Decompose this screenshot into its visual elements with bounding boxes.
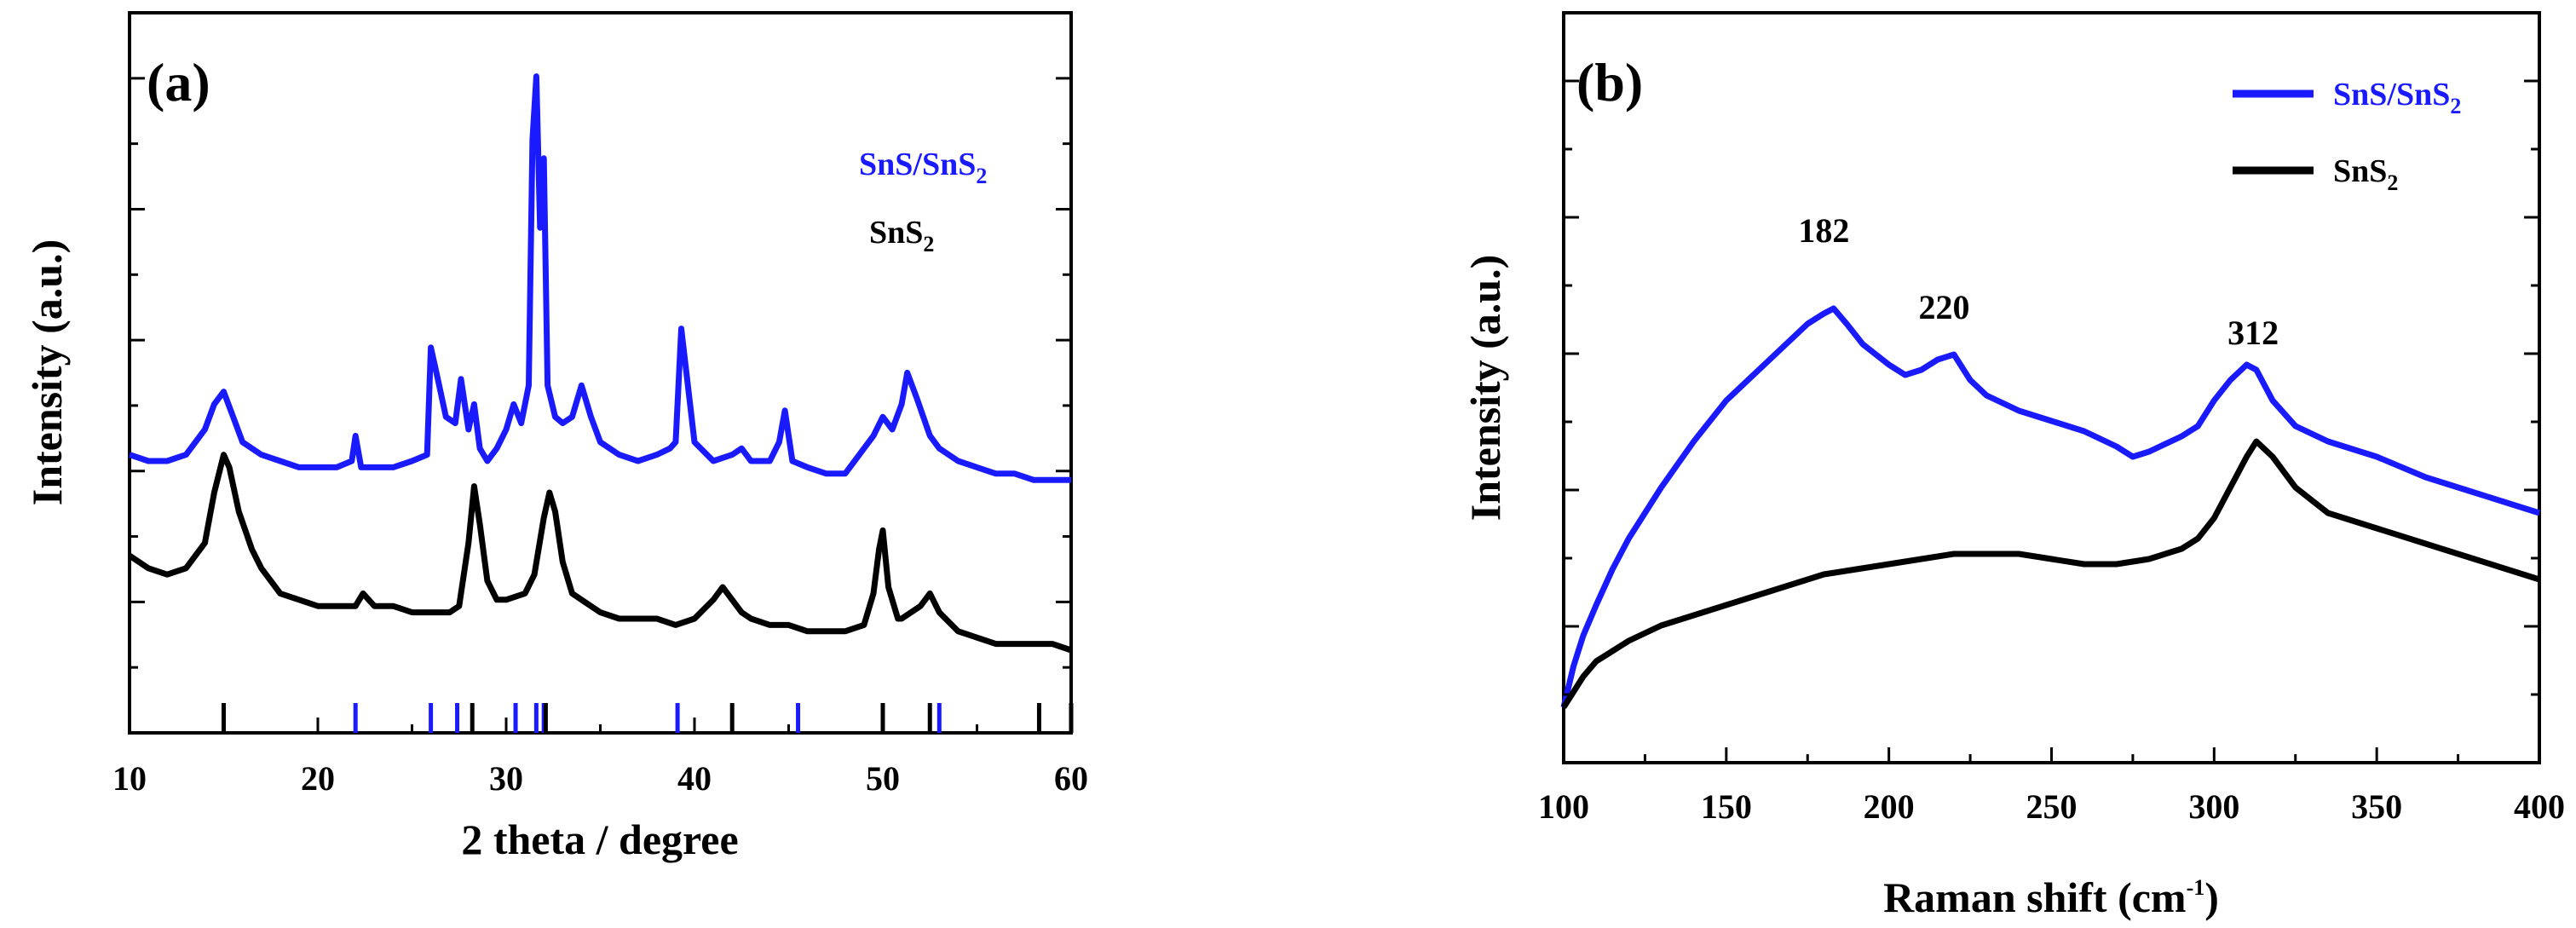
raman-plot-frame [1562, 11, 2541, 764]
xrd-panel: 10 20 30 40 50 60 (a) SnS/SnS2 SnS2 2 theta /… [23, 11, 1088, 863]
peak-label: 312 [2227, 314, 2279, 352]
panel-label-a: (a) [147, 52, 210, 112]
x-tick-label: 150 [1701, 787, 1752, 826]
x-tick-label: 400 [2514, 787, 2565, 826]
xrd-y-axis-ticks [130, 77, 1071, 669]
raman-y-axis-ticks [1564, 79, 2539, 696]
peak-label: 220 [1919, 288, 1970, 326]
legend-entry-sns-sns2: SnS/SnS2 [2333, 77, 2461, 118]
legend-entry-sns-sns2: SnS/SnS2 [859, 147, 987, 188]
x-tick-label: 20 [301, 759, 335, 798]
series-line-sns-sns2 [128, 73, 1071, 483]
raman-y-axis-title: Intensity (a.u.) [1461, 255, 1509, 522]
x-tick-label: 40 [677, 759, 712, 798]
legend-entry-sns2: SnS2 [869, 215, 934, 256]
raman-x-axis-ticks: 100 150 200 250 300 350 400 [1538, 747, 2565, 826]
x-tick-label: 250 [2026, 787, 2078, 826]
x-tick-label: 10 [112, 759, 147, 798]
series-line-sns2 [128, 452, 1073, 654]
x-tick-label: 50 [866, 759, 900, 798]
raman-legend: SnS/SnS2 SnS2 [2233, 77, 2461, 195]
legend-entry-sns2: SnS2 [2333, 153, 2398, 195]
peak-label: 182 [1798, 211, 1849, 250]
x-tick-label: 30 [489, 759, 523, 798]
x-tick-label: 300 [2188, 787, 2239, 826]
raman-x-axis-title: Raman shift (cm-1) [1883, 873, 2219, 921]
xrd-x-axis-ticks: 10 20 30 40 50 60 [112, 718, 1088, 798]
series-line-sns2 [1561, 438, 2541, 709]
xrd-y-axis-title: Intensity (a.u.) [23, 239, 71, 506]
raman-peak-labels: 182 220 312 [1798, 211, 2279, 352]
xrd-series [128, 73, 1073, 654]
series-line-sns-sns2 [1560, 305, 2541, 708]
panel-label-b: (b) [1576, 52, 1643, 112]
x-tick-label: 350 [2351, 787, 2402, 826]
xrd-legend: SnS/SnS2 SnS2 [859, 147, 987, 256]
xrd-reference-ticks [222, 703, 1074, 733]
x-tick-label: 60 [1054, 759, 1088, 798]
xrd-plot-frame [128, 11, 1073, 735]
raman-panel: 100 150 200 250 300 350 400 182 220 312 (b) SnS/… [1461, 11, 2565, 921]
x-tick-label: 100 [1538, 787, 1589, 826]
x-tick-label: 200 [1864, 787, 1915, 826]
xrd-x-axis-title: 2 theta / degree [461, 816, 738, 863]
raman-series [1560, 305, 2541, 709]
